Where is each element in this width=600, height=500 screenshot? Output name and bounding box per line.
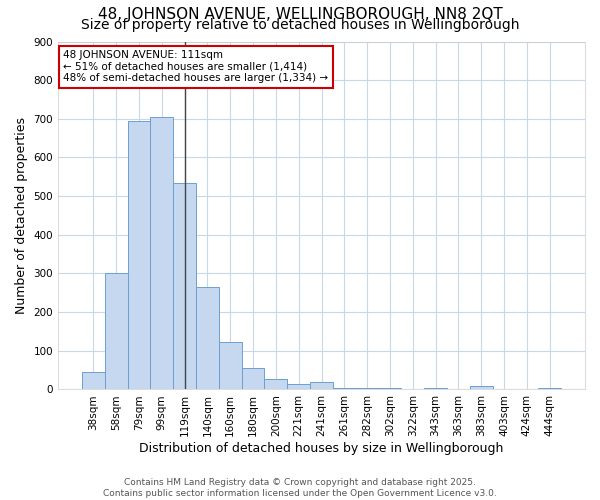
Bar <box>242 368 265 390</box>
Bar <box>356 388 379 390</box>
X-axis label: Distribution of detached houses by size in Wellingborough: Distribution of detached houses by size … <box>139 442 504 455</box>
Bar <box>196 287 219 390</box>
Bar <box>82 372 105 390</box>
Bar <box>265 379 287 390</box>
Bar <box>333 388 356 390</box>
Bar <box>424 388 447 390</box>
Y-axis label: Number of detached properties: Number of detached properties <box>15 117 28 314</box>
Bar <box>310 382 333 390</box>
Bar <box>287 384 310 390</box>
Text: Contains HM Land Registry data © Crown copyright and database right 2025.
Contai: Contains HM Land Registry data © Crown c… <box>103 478 497 498</box>
Bar <box>538 388 561 390</box>
Bar <box>128 121 151 390</box>
Bar <box>470 386 493 390</box>
Text: Size of property relative to detached houses in Wellingborough: Size of property relative to detached ho… <box>81 18 519 32</box>
Bar <box>379 388 401 390</box>
Bar <box>219 342 242 390</box>
Bar <box>105 274 128 390</box>
Text: 48, JOHNSON AVENUE, WELLINGBOROUGH, NN8 2QT: 48, JOHNSON AVENUE, WELLINGBOROUGH, NN8 … <box>98 8 502 22</box>
Bar <box>151 117 173 390</box>
Bar <box>173 182 196 390</box>
Text: 48 JOHNSON AVENUE: 111sqm
← 51% of detached houses are smaller (1,414)
48% of se: 48 JOHNSON AVENUE: 111sqm ← 51% of detac… <box>64 50 328 84</box>
